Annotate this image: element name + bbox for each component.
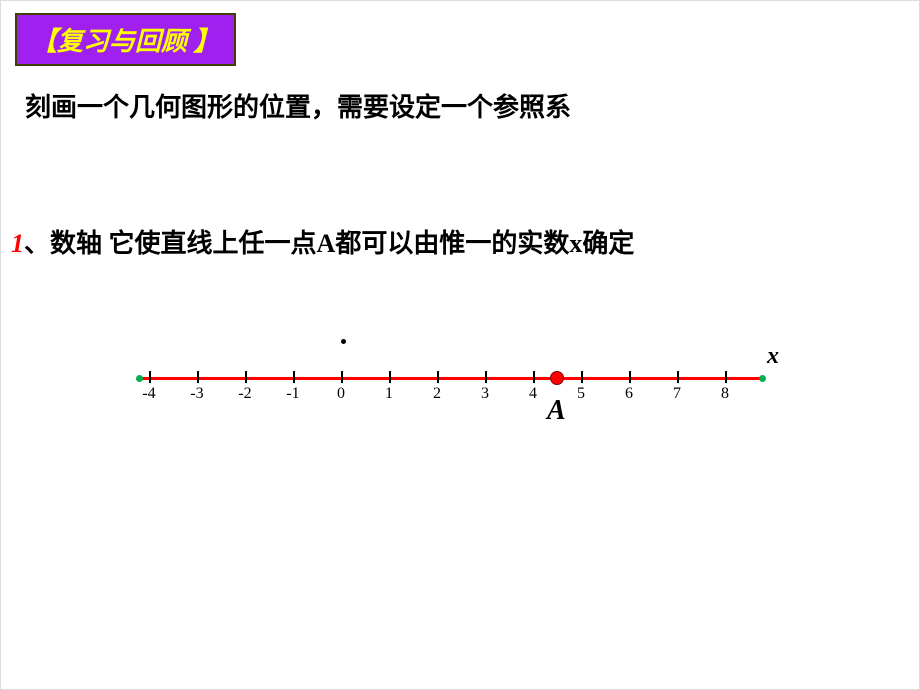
axis-line xyxy=(139,377,762,380)
tick-label: -2 xyxy=(238,385,251,403)
tick xyxy=(437,371,439,383)
tick-label: 8 xyxy=(721,385,729,403)
tick-label: 4 xyxy=(529,385,537,403)
tail: 确定 xyxy=(582,229,634,258)
tick-label: 3 xyxy=(481,385,489,403)
tick xyxy=(197,371,199,383)
center-dot xyxy=(341,339,346,344)
axis-left-end xyxy=(136,375,143,382)
tick-label: -3 xyxy=(190,385,203,403)
tick xyxy=(677,371,679,383)
review-banner: 【复习与回顾 】 xyxy=(15,13,236,66)
tick-label: 6 xyxy=(625,385,633,403)
point-A-label: A xyxy=(547,395,566,427)
tick-label: 2 xyxy=(433,385,441,403)
tick-label: 1 xyxy=(385,385,393,403)
tick xyxy=(629,371,631,383)
tick-label: -1 xyxy=(286,385,299,403)
tick xyxy=(341,371,343,383)
tick xyxy=(485,371,487,383)
tick xyxy=(725,371,727,383)
tick xyxy=(533,371,535,383)
point-1-line: 1、数轴 它使直线上任一点A都可以由惟一的实数x确定 xyxy=(11,223,634,260)
head: 数轴 它使直线上任一点 xyxy=(50,229,317,258)
tick xyxy=(581,371,583,383)
tick-label: 0 xyxy=(337,385,345,403)
number-line: -4-3-2-1012345678 x A xyxy=(127,349,795,439)
banner-text: 【复习与回顾 】 xyxy=(31,27,220,56)
tick xyxy=(149,371,151,383)
letter-x: x xyxy=(569,229,582,258)
x-axis-label: x xyxy=(767,343,779,370)
point-A-marker xyxy=(550,371,564,385)
tick xyxy=(245,371,247,383)
intro-text: 刻画一个几何图形的位置，需要设定一个参照系 xyxy=(25,93,571,122)
tick xyxy=(389,371,391,383)
sep: 、 xyxy=(24,229,50,258)
letter-A: A xyxy=(317,229,336,258)
axis-right-end xyxy=(759,375,766,382)
intro-sentence: 刻画一个几何图形的位置，需要设定一个参照系 xyxy=(25,87,571,124)
tick-label: -4 xyxy=(142,385,155,403)
tick-label: 7 xyxy=(673,385,681,403)
tick-label: 5 xyxy=(577,385,585,403)
tick xyxy=(293,371,295,383)
mid: 都可以由惟一的实数 xyxy=(335,229,569,258)
point-number: 1 xyxy=(11,229,24,258)
